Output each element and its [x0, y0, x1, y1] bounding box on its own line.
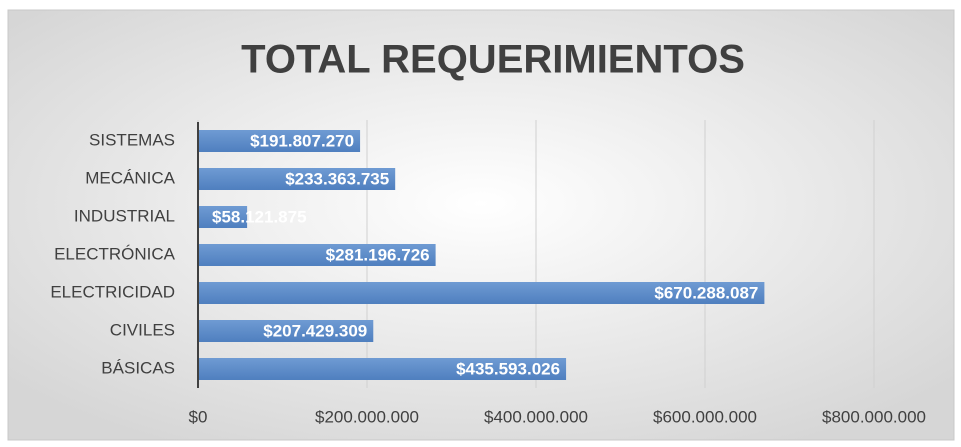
bar — [198, 320, 374, 342]
data-label: $207.429.309 — [263, 321, 367, 340]
data-label: $191.807.270 — [250, 131, 354, 150]
bar — [198, 244, 436, 266]
bar — [198, 168, 396, 190]
x-tick-label: $600.000.000 — [653, 407, 757, 426]
data-label: $281.196.726 — [326, 245, 430, 264]
x-tick-label: $200.000.000 — [315, 407, 419, 426]
bar — [198, 130, 361, 152]
bar — [198, 282, 765, 304]
y-tick-label: BÁSICAS — [101, 358, 175, 377]
data-label: $670.288.087 — [654, 283, 758, 302]
y-tick-label: ELECTRICIDAD — [50, 282, 175, 301]
y-tick-label: SISTEMAS — [89, 130, 175, 149]
data-label: $58.121.875 — [212, 207, 307, 226]
y-tick-label: MECÁNICA — [85, 168, 175, 187]
data-label: $233.363.735 — [285, 169, 389, 188]
data-label: $435.593.026 — [456, 359, 560, 378]
x-tick-label: $0 — [189, 407, 208, 426]
y-tick-label: CIVILES — [110, 320, 175, 339]
x-tick-label: $800.000.000 — [822, 407, 926, 426]
bar — [198, 358, 567, 380]
x-tick-label: $400.000.000 — [484, 407, 588, 426]
bar — [198, 206, 248, 228]
y-tick-label: ELECTRÓNICA — [54, 244, 176, 263]
y-tick-label: INDUSTRIAL — [74, 206, 175, 225]
chart-title: TOTAL REQUERIMIENTOS — [241, 38, 745, 82]
